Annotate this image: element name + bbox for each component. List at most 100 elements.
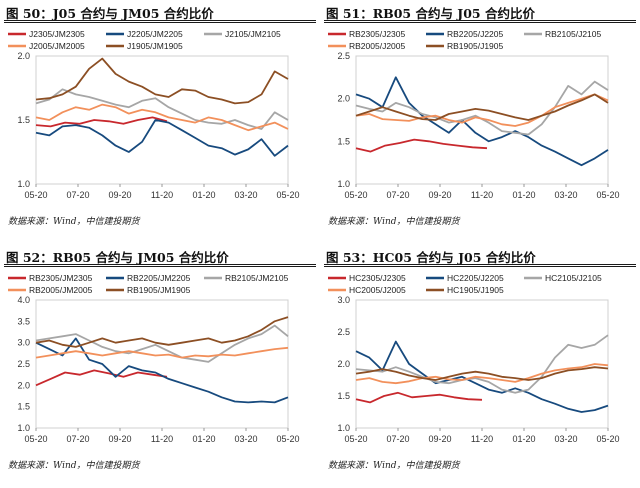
- x-tick-label: 03-20: [234, 190, 257, 200]
- legend-label: RB1905/J1905: [447, 41, 504, 51]
- legend-label: J1905/JM1905: [127, 41, 183, 51]
- y-tick-label: 2.0: [337, 359, 350, 369]
- x-tick-label: 11-20: [471, 434, 493, 444]
- x-tick-label: 07-20: [66, 190, 89, 200]
- series-line-hc2305-j2305: [355, 391, 483, 404]
- plot-frame: [35, 299, 289, 429]
- series-line-j2205-jm2205: [35, 119, 289, 157]
- x-tick-label: 05-20: [596, 434, 619, 444]
- legend-label: J2005/JM2005: [29, 41, 85, 51]
- series-line-hc2105-j2105: [355, 334, 609, 394]
- legend-label: J2105/JM2105: [225, 29, 281, 39]
- legend-label: RB2305/J2305: [349, 29, 406, 39]
- title-rule: [324, 264, 636, 265]
- series-line-j2305-jm2305: [35, 116, 168, 128]
- legend-label: RB2205/J2205: [447, 29, 504, 39]
- chart-panel-3: 图 53：HC05 合约与 J05 合约比价 1.0 1.5 2.0 2.5 3.0 05…: [320, 244, 640, 488]
- legend-label: HC2305/J2305: [349, 273, 406, 283]
- series-line-rb1905-jm1905: [35, 316, 289, 348]
- x-tick-label: 07-20: [66, 434, 89, 444]
- chart-title: 图 51：RB05 合约与 J05 合约比价: [326, 6, 535, 21]
- line-chart: 1.0 1.5 2.0 2.5 05-20 07-20 09-20 11-20 01-20 03-…: [328, 29, 620, 200]
- series-line-rb2105-j2105: [355, 80, 609, 136]
- y-tick-label: 1.5: [17, 402, 30, 412]
- series-line-j2105-jm2105: [35, 88, 289, 130]
- x-tick-label: 05-20: [24, 190, 47, 200]
- x-tick-label: 01-20: [192, 434, 215, 444]
- y-tick-label: 4.0: [17, 295, 30, 305]
- legend-label: RB2105/JM2105: [225, 273, 289, 283]
- x-tick-label: 11-20: [151, 434, 173, 444]
- source-note: 数据来源：Wind，中信建投期货: [8, 217, 140, 227]
- y-tick-label: 3.0: [337, 295, 350, 305]
- source-note: 数据来源：Wind，中信建投期货: [8, 461, 140, 471]
- y-tick-label: 2.5: [337, 327, 350, 337]
- legend-label: RB2305/JM2305: [29, 273, 93, 283]
- chart-panel-2: 图 52：RB05 合约与 JM05 合约比价 1.0 1.5 2.0 2.5 3.0 3…: [0, 244, 320, 488]
- series-line-rb2005-j2005: [355, 93, 609, 127]
- x-tick-label: 03-20: [554, 434, 577, 444]
- series-line-rb2305-jm2305: [35, 369, 168, 387]
- y-tick-label: 3.0: [17, 338, 30, 348]
- title-rule: [4, 22, 316, 23]
- series-line-rb2205-j2205: [355, 76, 609, 167]
- y-tick-label: 1.0: [337, 423, 350, 433]
- y-tick-label: 3.5: [17, 316, 30, 326]
- x-tick-label: 09-20: [108, 190, 131, 200]
- legend-label: J2305/JM2305: [29, 29, 85, 39]
- series-line-rb2205-jm2205: [35, 337, 289, 404]
- legend-label: RB2205/JM2205: [127, 273, 191, 283]
- title-rule: [4, 266, 316, 267]
- x-tick-label: 07-20: [386, 434, 409, 444]
- legend-label: HC2205/J2205: [447, 273, 504, 283]
- chart-panel-0: 图 50：J05 合约与 JM05 合约比价 1.0 1.5 2.0 05-20 07-…: [0, 0, 320, 244]
- x-tick-label: 11-20: [151, 190, 173, 200]
- title-rule: [324, 20, 636, 21]
- chart-title: 图 50：J05 合约与 JM05 合约比价: [6, 6, 214, 21]
- y-tick-label: 2.0: [17, 51, 30, 61]
- legend-label: HC1905/J1905: [447, 285, 504, 295]
- title-rule: [4, 20, 316, 21]
- line-chart: 1.0 1.5 2.0 2.5 3.0 05-20 07-20 09-20 11-20 01-20…: [328, 273, 620, 444]
- x-tick-label: 11-20: [471, 190, 493, 200]
- series-line-rb2105-jm2105: [35, 324, 289, 363]
- title-rule: [4, 264, 316, 265]
- y-tick-label: 2.5: [337, 51, 350, 61]
- x-tick-label: 03-20: [234, 434, 257, 444]
- legend-label: HC2105/J2105: [545, 273, 602, 283]
- x-tick-label: 05-20: [276, 190, 299, 200]
- y-tick-label: 1.5: [337, 136, 350, 146]
- x-tick-label: 09-20: [428, 190, 451, 200]
- series-line-j2005-jm2005: [35, 103, 289, 132]
- y-tick-label: 1.0: [17, 179, 30, 189]
- chart-title: 图 53：HC05 合约与 J05 合约比价: [326, 250, 536, 265]
- source-note: 数据来源：Wind，中信建投期货: [328, 461, 460, 471]
- legend-label: RB2005/J2005: [349, 41, 406, 51]
- line-chart: 1.0 1.5 2.0 2.5 3.0 3.5 4.0 05-20 07-20 09-20 11-2…: [8, 273, 300, 444]
- x-tick-label: 09-20: [108, 434, 131, 444]
- x-tick-label: 09-20: [428, 434, 451, 444]
- legend-label: RB2105/J2105: [545, 29, 602, 39]
- x-tick-label: 05-20: [24, 434, 47, 444]
- x-tick-label: 05-20: [276, 434, 299, 444]
- legend-label: J2205/JM2205: [127, 29, 183, 39]
- y-tick-label: 2.5: [17, 359, 30, 369]
- x-tick-label: 01-20: [512, 190, 535, 200]
- y-tick-label: 1.0: [337, 179, 350, 189]
- title-rule: [324, 22, 636, 23]
- series-line-j1905-jm1905: [35, 57, 289, 105]
- series-line-rb1905-j1905: [355, 93, 609, 121]
- x-tick-label: 07-20: [386, 190, 409, 200]
- x-tick-label: 05-20: [344, 434, 367, 444]
- line-chart: 1.0 1.5 2.0 05-20 07-20 09-20 11-20 01-20 03-20 0…: [8, 29, 300, 200]
- legend-label: RB1905/JM1905: [127, 285, 191, 295]
- x-tick-label: 03-20: [554, 190, 577, 200]
- chart-title: 图 52：RB05 合约与 JM05 合约比价: [6, 250, 229, 265]
- series-line-hc2205-j2205: [355, 340, 609, 413]
- series-line-hc2005-j2005: [355, 363, 609, 385]
- chart-panel-1: 图 51：RB05 合约与 J05 合约比价 1.0 1.5 2.0 2.5 05-20…: [320, 0, 640, 244]
- title-rule: [324, 266, 636, 267]
- source-note: 数据来源：Wind，中信建投期货: [328, 217, 460, 227]
- legend-label: HC2005/J2005: [349, 285, 406, 295]
- y-tick-label: 2.0: [337, 94, 350, 104]
